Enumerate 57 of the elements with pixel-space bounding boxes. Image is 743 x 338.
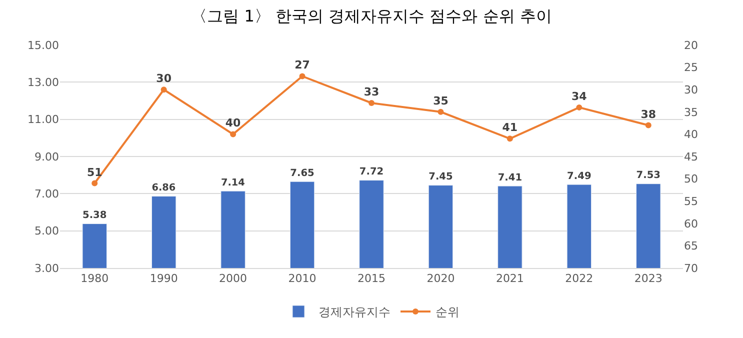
y2-tick-label: 35 bbox=[684, 106, 698, 119]
y2-tick-label: 25 bbox=[684, 61, 698, 74]
data-label: 7.53 bbox=[636, 170, 661, 182]
y-tick-label: 3.00 bbox=[34, 262, 59, 275]
data-label: 7.41 bbox=[498, 172, 522, 184]
x-tick-label: 2010 bbox=[288, 272, 316, 286]
point bbox=[299, 73, 306, 80]
data-label: 5.38 bbox=[82, 210, 107, 222]
data-label: 7.14 bbox=[220, 177, 246, 188]
x-tick-label: 2020 bbox=[426, 272, 455, 286]
y-tick-label: 7.00 bbox=[34, 188, 59, 201]
legend-label: 순위 bbox=[436, 305, 460, 320]
y2-tick-label: 60 bbox=[684, 217, 698, 230]
y-tick-label: 11.00 bbox=[28, 113, 59, 126]
x-tick-label: 2021 bbox=[496, 272, 524, 286]
legend-label: 경제자유지수 bbox=[318, 305, 390, 320]
data-label: 7.72 bbox=[359, 166, 384, 178]
point bbox=[92, 180, 98, 186]
y-tick-label: 13.00 bbox=[28, 76, 59, 90]
data-label: 41 bbox=[502, 121, 518, 134]
y2-tick-label: 45 bbox=[684, 150, 698, 164]
y-tick-label: 15.00 bbox=[28, 38, 59, 52]
point bbox=[160, 86, 167, 93]
data-label: 33 bbox=[364, 85, 380, 98]
data-label: 38 bbox=[640, 108, 656, 121]
y2-tick-label: 20 bbox=[684, 38, 698, 52]
y-tick-label: 9.00 bbox=[34, 150, 59, 164]
y2-tick-label: 55 bbox=[684, 194, 698, 208]
data-label: 35 bbox=[433, 94, 448, 108]
x-tick-label: 2015 bbox=[358, 272, 386, 286]
x-tick-label: 1990 bbox=[150, 272, 178, 286]
y-tick-label: 5.00 bbox=[34, 224, 59, 238]
x-tick-label: 1980 bbox=[80, 272, 109, 286]
point bbox=[230, 131, 236, 138]
data-label: 7.45 bbox=[428, 172, 453, 183]
y2-tick-label: 65 bbox=[684, 240, 698, 253]
data-label: 34 bbox=[572, 90, 588, 103]
y2-tick-label: 30 bbox=[684, 83, 698, 96]
data-label: 51 bbox=[86, 166, 102, 179]
point bbox=[506, 136, 513, 142]
data-label: 30 bbox=[156, 72, 172, 86]
y2-tick-label: 40 bbox=[684, 128, 698, 142]
x-tick-label: 2000 bbox=[219, 272, 248, 286]
data-label: 27 bbox=[294, 58, 310, 72]
data-label: 6.86 bbox=[152, 182, 176, 194]
point bbox=[368, 100, 374, 106]
point bbox=[645, 122, 652, 128]
point bbox=[438, 108, 444, 115]
x-tick-label: 2023 bbox=[634, 272, 662, 286]
y2-tick-label: 50 bbox=[684, 172, 698, 186]
x-tick-label: 2022 bbox=[565, 272, 594, 286]
data-label: 7.49 bbox=[567, 170, 592, 182]
data-label: 40 bbox=[225, 116, 242, 130]
point bbox=[576, 104, 582, 110]
chart-title: 〈그림 1〉 한국의 경제자유지수 점수와 순위 추이 bbox=[191, 6, 552, 26]
y2-tick-label: 70 bbox=[684, 262, 698, 275]
data-label: 7.65 bbox=[290, 168, 315, 179]
